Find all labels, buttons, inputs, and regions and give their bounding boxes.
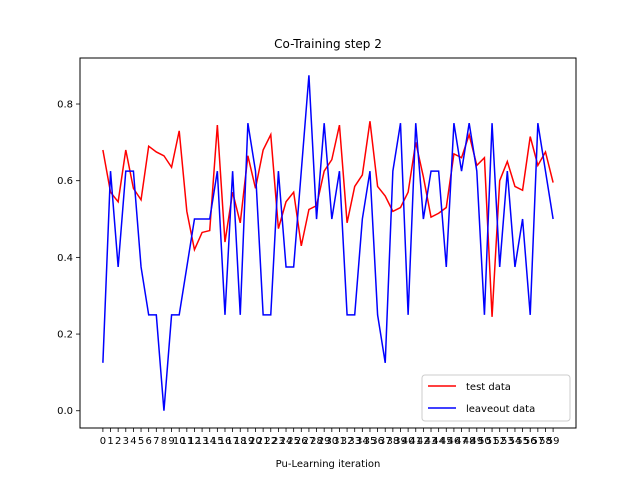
legend-label-leaveout-data: leaveout data [466, 404, 535, 415]
y-tick-label: 0.0 [57, 406, 73, 417]
legend-box [421, 374, 571, 422]
x-tick-label: 54 [509, 436, 522, 447]
x-tick-label: 51 [486, 436, 499, 447]
x-tick-label: 42 [417, 436, 430, 447]
x-tick-label: 10 [173, 436, 186, 447]
y-axis-ticks: 0.0 0.2 0.4 0.6 0.8 [57, 100, 80, 417]
x-tick-label: 35 [364, 436, 377, 447]
x-tick-label: 53 [501, 436, 514, 447]
x-tick-label: 57 [531, 436, 544, 447]
x-tick-label: 56 [524, 436, 537, 447]
x-tick-label: 20 [249, 436, 262, 447]
x-tick-label: 33 [348, 436, 361, 447]
x-tick-label: 29 [318, 436, 331, 447]
x-tick-label: 24 [280, 436, 293, 447]
series-line-leaveout-data [102, 75, 554, 411]
x-tick-label: 50 [478, 436, 491, 447]
x-tick-label: 30 [325, 436, 338, 447]
x-tick-label: 59 [547, 436, 560, 447]
x-tick-label: 58 [539, 436, 552, 447]
x-tick-label: 36 [371, 436, 384, 447]
x-tick-label: 0 [100, 436, 106, 447]
x-tick-label: 43 [425, 436, 438, 447]
x-tick-label: 46 [448, 436, 461, 447]
series-lines [102, 75, 554, 411]
x-tick-label: 52 [493, 436, 506, 447]
x-tick-label: 40 [402, 436, 415, 447]
x-tick-label: 37 [379, 436, 392, 447]
x-tick-label: 22 [264, 436, 277, 447]
x-tick-label: 44 [432, 436, 445, 447]
legend: test data leaveout data [421, 374, 571, 422]
x-tick-label: 39 [394, 436, 407, 447]
x-axis-ticks: 0 1 2 3 4 5 6 7 8 9101112131415161718192021222324… [100, 428, 560, 447]
x-tick-label: 13 [196, 436, 209, 447]
x-axis-label: Pu-Learning iteration [276, 459, 381, 470]
x-tick-label: 28 [310, 436, 323, 447]
x-tick-label: 34 [356, 436, 369, 447]
x-tick-label: 11 [180, 436, 193, 447]
x-tick-label: 9 [168, 436, 174, 447]
x-tick-label: 32 [341, 436, 354, 447]
x-tick-label: 1 [107, 436, 113, 447]
y-tick-label: 0.6 [57, 176, 73, 187]
x-tick-label: 3 [123, 436, 129, 447]
x-tick-label: 14 [203, 436, 216, 447]
x-tick-label: 19 [242, 436, 255, 447]
x-tick-label: 23 [272, 436, 285, 447]
x-tick-label: 17 [226, 436, 239, 447]
x-tick-label: 16 [219, 436, 232, 447]
x-tick-label: 41 [409, 436, 422, 447]
y-tick-label: 0.2 [57, 330, 73, 341]
x-tick-label: 55 [516, 436, 529, 447]
x-tick-label: 48 [463, 436, 476, 447]
x-tick-label: 2 [115, 436, 121, 447]
x-tick-label: 27 [303, 436, 316, 447]
x-tick-label: 25 [287, 436, 300, 447]
chart-title: Co-Training step 2 [274, 37, 382, 51]
x-tick-label: 8 [161, 436, 167, 447]
y-tick-label: 0.8 [57, 100, 73, 111]
x-tick-label: 38 [386, 436, 399, 447]
x-tick-label: 15 [211, 436, 224, 447]
x-tick-label: 21 [257, 436, 270, 447]
x-tick-label: 5 [138, 436, 144, 447]
x-tick-label: 31 [333, 436, 346, 447]
x-tick-label: 47 [455, 436, 468, 447]
legend-label-test-data: test data [466, 382, 511, 393]
x-tick-label: 26 [295, 436, 308, 447]
y-tick-label: 0.4 [57, 253, 73, 264]
plot-frame [79, 57, 577, 429]
x-tick-label: 12 [188, 436, 201, 447]
x-tick-label: 6 [145, 436, 151, 447]
x-tick-label: 49 [470, 436, 483, 447]
x-tick-label: 45 [440, 436, 453, 447]
x-tick-label: 4 [130, 436, 136, 447]
x-tick-label: 7 [153, 436, 159, 447]
x-tick-label: 18 [234, 436, 247, 447]
